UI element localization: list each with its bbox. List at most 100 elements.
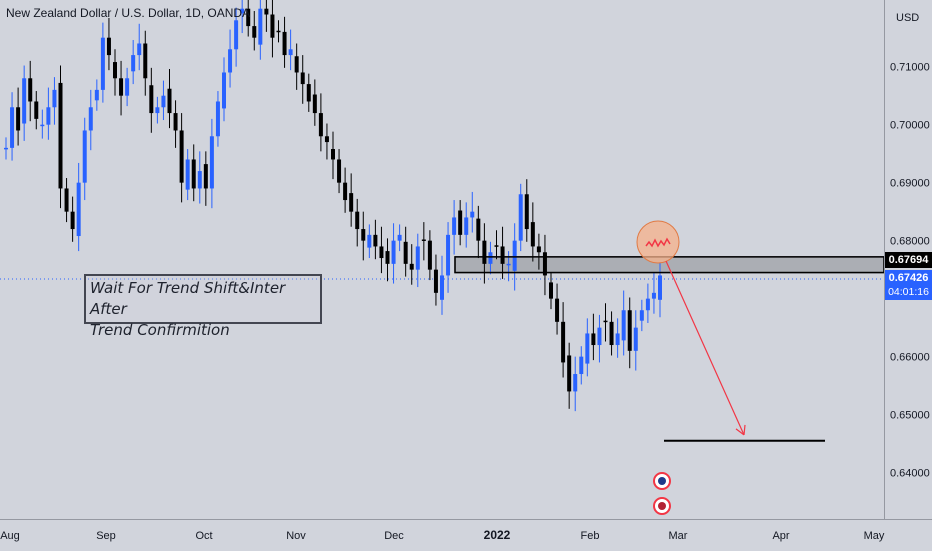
candle-body xyxy=(452,217,457,235)
candle-body xyxy=(246,8,251,27)
last-price-tag: 0.67426 04:01:16 xyxy=(885,270,932,300)
candle-body xyxy=(440,275,444,300)
candle-body xyxy=(506,263,511,266)
candle-body xyxy=(349,193,354,212)
candle-body xyxy=(470,211,475,218)
candle-body xyxy=(385,251,390,264)
candle-body xyxy=(46,107,51,125)
time-tick-label: Mar xyxy=(669,530,688,542)
candle-body xyxy=(282,31,287,56)
candle-body xyxy=(137,43,142,56)
arrow-head xyxy=(735,424,746,436)
candle-body xyxy=(288,49,293,56)
candle-body xyxy=(409,263,414,270)
candle-body xyxy=(191,159,196,189)
candle-body xyxy=(542,252,547,276)
candle-body xyxy=(609,321,614,346)
price-tick-label: 0.65000 xyxy=(890,410,930,422)
candle-body xyxy=(512,240,517,271)
price-tick-label: 0.71000 xyxy=(890,62,930,74)
price-tick-label: 0.70000 xyxy=(890,120,930,132)
candle-body xyxy=(34,101,39,119)
candle-body xyxy=(197,171,202,189)
price-tick-label: 0.66000 xyxy=(890,352,930,364)
candle-body xyxy=(40,124,45,127)
candle-body xyxy=(185,159,190,190)
candle-body xyxy=(16,107,21,131)
candle-body xyxy=(633,327,638,351)
candle-body xyxy=(173,113,178,131)
candle-body xyxy=(222,72,226,109)
candle-body xyxy=(58,82,63,189)
candle-body xyxy=(234,20,239,50)
time-tick-label: Aug xyxy=(0,530,20,542)
candle-body xyxy=(651,292,656,299)
price-scale[interactable] xyxy=(884,0,932,519)
candle-body xyxy=(276,30,281,33)
price-tick-label: 0.68000 xyxy=(890,236,930,248)
candle-body xyxy=(597,327,602,346)
candle-body xyxy=(579,356,584,375)
candle-body xyxy=(131,55,136,72)
candle-body xyxy=(324,136,329,143)
time-tick-label: Nov xyxy=(286,530,306,542)
candle-body xyxy=(530,222,535,247)
time-tick-label: Oct xyxy=(195,530,212,542)
price-tick-label: 0.69000 xyxy=(890,178,930,190)
candle-body xyxy=(500,246,505,264)
candle-countdown: 04:01:16 xyxy=(888,286,929,298)
candle-body xyxy=(603,320,608,323)
candle-body xyxy=(64,188,69,212)
candle-body xyxy=(555,298,560,322)
candle-body xyxy=(203,164,208,189)
candle-body xyxy=(149,85,154,114)
level-price-tag: 0.67694 xyxy=(885,252,932,268)
candle-body xyxy=(28,78,33,102)
candle-body xyxy=(300,72,305,85)
us-flag-icon xyxy=(658,502,666,510)
chart-title: New Zealand Dollar / U.S. Dollar, 1D, OA… xyxy=(6,6,251,20)
candle-body xyxy=(494,245,499,247)
candle-body xyxy=(458,210,463,235)
candle-body xyxy=(482,240,487,264)
candle-body xyxy=(397,234,402,241)
candle-body xyxy=(488,252,493,264)
candle-body xyxy=(88,107,93,131)
last-price-value: 0.67426 xyxy=(888,272,929,284)
candle-body xyxy=(585,333,590,364)
candle-body xyxy=(258,8,263,45)
price-squiggle xyxy=(645,237,671,248)
candle-body xyxy=(161,95,166,108)
annotation-line-2: Trend Confirmition xyxy=(90,321,230,339)
candle-body xyxy=(155,107,160,114)
candle-body xyxy=(367,234,372,248)
projection-arrow[interactable] xyxy=(665,260,745,436)
candle-body xyxy=(270,14,275,38)
candle-body xyxy=(10,107,15,148)
candle-body xyxy=(658,275,662,300)
candle-body xyxy=(113,62,117,79)
price-tick-label: 0.64000 xyxy=(890,468,930,480)
candle-body xyxy=(415,246,420,270)
candle-body xyxy=(106,37,111,56)
candle-body xyxy=(427,240,432,270)
candle-body xyxy=(421,239,426,241)
highlight-circle[interactable] xyxy=(636,220,680,264)
candle-body xyxy=(567,355,572,392)
candle-body xyxy=(119,78,124,96)
candle-body xyxy=(76,182,81,237)
candle-body xyxy=(476,218,481,241)
candle-body xyxy=(331,149,335,160)
candle-body xyxy=(549,282,553,299)
currency-label: USD xyxy=(896,12,920,24)
time-scale[interactable] xyxy=(0,519,932,551)
candle-body xyxy=(446,234,451,276)
candle-body xyxy=(361,229,366,241)
candle-body xyxy=(125,78,130,96)
candle-body xyxy=(391,240,396,264)
candle-body xyxy=(252,26,257,38)
candle-body xyxy=(167,88,172,114)
text-annotation[interactable]: Wait For Trend Shift&Inter After Trend C… xyxy=(84,274,322,339)
candle-body xyxy=(94,89,99,101)
